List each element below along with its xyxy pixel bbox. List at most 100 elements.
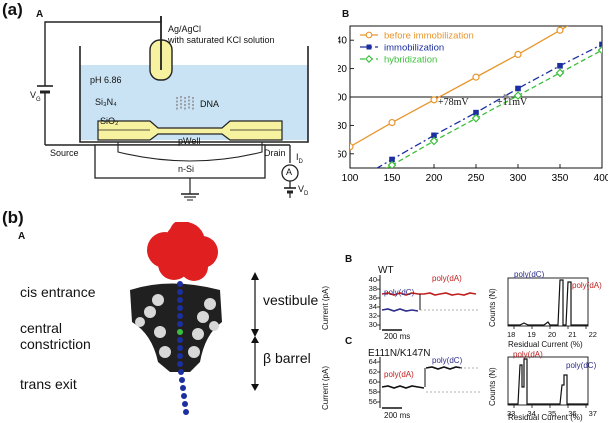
data-point: [430, 96, 438, 104]
y-tick-label: 640: [338, 36, 347, 47]
mutant-scalebar-label: 200 ms: [384, 411, 411, 420]
si3n4-label: Si₃N₄: [95, 97, 117, 107]
wt-polydc-trace: [381, 308, 419, 312]
gate-stack: [97, 120, 283, 141]
mutant-hist-polyda-label: poly(dA): [513, 350, 543, 359]
wt-hist-polyda-label: poly(dA): [572, 281, 602, 290]
series-immobilization: [375, 41, 602, 168]
legend-label: before immobilization: [384, 31, 474, 42]
wt-hist-xtick: 22: [588, 330, 597, 339]
data-point: [388, 118, 396, 127]
x-tick-label: 400: [594, 173, 608, 184]
cis-entrance-label: cis entrance: [20, 284, 96, 300]
wt-polyda-trace: [381, 292, 477, 296]
data-point: [515, 85, 521, 92]
wt-hist-xtick: 21: [568, 330, 577, 339]
annotation-78mv: +78mV: [438, 97, 469, 108]
legend-marker: [366, 44, 372, 50]
subfig-label-b: B: [342, 9, 350, 20]
pwell-region: [117, 142, 263, 162]
subfig-label-b-b: B: [345, 254, 353, 265]
mutant-histogram: [507, 356, 589, 408]
wt-title: WT: [378, 265, 394, 276]
wt-hist-xlabel: Residual Current (%): [508, 340, 583, 349]
panel-label-b: (b): [2, 208, 24, 227]
data-point: [473, 109, 479, 116]
data-point: [429, 136, 439, 146]
x-tick-label: 100: [342, 173, 359, 184]
sio2-label: SiO₂: [100, 116, 119, 126]
wt-hist-xtick: 19: [527, 330, 536, 339]
trans-exit-label: trans exit: [20, 376, 77, 392]
wt-ytick: 40: [368, 275, 377, 284]
n-si-substrate: [94, 144, 266, 179]
series-line: [375, 43, 602, 168]
source-label: Source: [50, 148, 79, 158]
central-constriction-label-2: constriction: [20, 336, 91, 352]
dna-molecules: [176, 96, 194, 110]
legend-marker: [365, 55, 373, 63]
wt-ytick: 36: [368, 293, 377, 302]
x-tick-label: 200: [426, 173, 443, 184]
mutant-ytick: 62: [368, 367, 377, 376]
nanopore-structure: [130, 222, 259, 415]
mutant-ytick: 58: [368, 387, 377, 396]
wt-histogram: [507, 277, 589, 329]
wt-polyda-label: poly(dA): [432, 274, 462, 283]
beta-barrel-label: β barrel: [263, 350, 311, 366]
y-tick-label: 620: [338, 64, 347, 75]
data-point: [472, 73, 480, 81]
data-point: [555, 68, 565, 78]
subfig-label-b-a: A: [18, 231, 26, 242]
mutant-ytick: 56: [368, 397, 377, 406]
mutant-ytick: 60: [368, 377, 377, 386]
series-line: [385, 49, 602, 168]
mutant-ylabel: Current (pA): [321, 365, 330, 410]
vestibule-label: vestibule: [263, 292, 319, 308]
wt-ytick: 32: [368, 311, 377, 320]
mutant-current-trace: [377, 357, 480, 409]
y-tick-label: 580: [338, 121, 347, 132]
data-point: [556, 26, 564, 34]
annotation-11mv: +11mV: [497, 97, 528, 108]
mutant-polyda-label: poly(dA): [384, 370, 414, 379]
wt-ytick: 34: [368, 302, 377, 311]
subfig-label-a: A: [36, 9, 44, 20]
pwell-label: pWell: [178, 136, 201, 146]
wt-polydc-label: poly(dC): [384, 288, 415, 297]
data-point: [350, 143, 354, 151]
panel-label-a: (a): [2, 0, 23, 19]
mutant-title: E111N/K147N: [368, 348, 431, 359]
mutant-hist-xtick: 37: [588, 409, 597, 418]
data-point: [514, 50, 522, 59]
vg-label: VG: [30, 90, 41, 103]
data-point: [431, 132, 437, 139]
device-schematic-drawing: [37, 16, 309, 201]
wt-histogram-bars: [508, 279, 588, 326]
mutant-polydc-trace: [425, 366, 463, 370]
data-point: [599, 41, 602, 48]
x-tick-label: 250: [468, 173, 485, 184]
device-schematic: A: [0, 0, 330, 205]
wt-ylabel: Current (pA): [321, 285, 330, 330]
mutant-polydc-label: poly(dC): [432, 356, 463, 365]
wt-yticks: 40 38 36 34 32 30: [363, 275, 377, 329]
legend-marker: [365, 31, 373, 39]
series-before-immobilization: [350, 26, 569, 151]
data-point: [387, 160, 397, 168]
protein-light: [135, 294, 219, 358]
data-point: [513, 91, 523, 100]
ph-label: pH 6.86: [90, 75, 122, 85]
x-tick-label: 150: [384, 173, 401, 184]
wt-ytick: 30: [368, 320, 377, 329]
vd-label: VD: [298, 184, 309, 197]
dna-label: DNA: [200, 99, 220, 109]
wt-current-trace: [377, 275, 480, 331]
wt-ytick: 38: [368, 284, 377, 293]
data-point: [389, 156, 395, 163]
mutant-hist-xtick: 34: [527, 409, 536, 418]
mutant-hist-polydc-label: poly(dC): [566, 361, 597, 370]
id-label: ID: [296, 152, 303, 165]
central-constriction-label-1: central: [20, 320, 63, 336]
subfig-label-b-c: C: [345, 336, 353, 347]
